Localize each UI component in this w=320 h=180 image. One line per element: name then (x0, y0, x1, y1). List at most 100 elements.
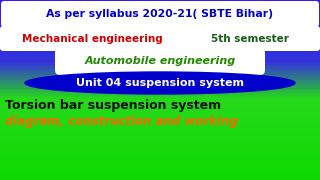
Bar (0, 105, 320, 107)
Bar (0, 57, 320, 59)
Bar (0, 116, 320, 118)
Bar (0, 80, 320, 82)
Text: Unit 04 suspension system: Unit 04 suspension system (76, 78, 244, 88)
Bar (0, 161, 320, 163)
Bar (0, 66, 320, 68)
Bar (0, 136, 320, 138)
Bar (0, 51, 320, 53)
Bar (0, 159, 320, 161)
Bar (0, 16, 320, 18)
Bar (0, 10, 320, 12)
Bar (0, 42, 320, 44)
Bar (0, 75, 320, 76)
Bar (0, 130, 320, 132)
Bar (0, 24, 320, 26)
FancyBboxPatch shape (55, 48, 265, 75)
Bar (0, 111, 320, 112)
Ellipse shape (25, 72, 295, 94)
Text: Automobile engineering: Automobile engineering (84, 57, 236, 66)
Bar (0, 150, 320, 152)
Bar (0, 114, 320, 116)
Bar (0, 120, 320, 122)
Bar (0, 166, 320, 168)
Bar (0, 53, 320, 55)
Bar (0, 84, 320, 86)
Bar (0, 121, 320, 123)
Bar (0, 98, 320, 100)
Bar (0, 91, 320, 93)
Bar (0, 64, 320, 66)
Bar (0, 37, 320, 39)
Bar (0, 145, 320, 147)
Bar (0, 124, 320, 126)
Bar (0, 132, 320, 134)
Bar (0, 71, 320, 73)
Bar (0, 89, 320, 91)
Bar (0, 169, 320, 171)
Bar (0, 31, 320, 33)
Bar (0, 34, 320, 36)
Bar (0, 70, 320, 72)
Bar (0, 76, 320, 78)
Bar (0, 125, 320, 127)
Bar (0, 141, 320, 143)
FancyBboxPatch shape (1, 1, 319, 27)
Bar (0, 112, 320, 114)
Bar (0, 19, 320, 21)
Bar (0, 85, 320, 87)
Bar (0, 100, 320, 102)
Bar (0, 8, 320, 10)
Bar (0, 102, 320, 104)
Bar (0, 6, 320, 8)
Bar (0, 46, 320, 48)
Bar (0, 165, 320, 166)
Bar (0, 143, 320, 145)
Bar (0, 178, 320, 180)
FancyBboxPatch shape (181, 26, 320, 51)
Bar (0, 52, 320, 54)
Bar (0, 4, 320, 6)
Bar (0, 0, 320, 1)
Bar (0, 97, 320, 99)
Bar (0, 35, 320, 37)
Bar (0, 94, 320, 96)
Bar (0, 79, 320, 81)
Bar (0, 26, 320, 28)
Bar (0, 109, 320, 111)
Bar (0, 106, 320, 108)
Bar (0, 174, 320, 175)
Bar (0, 118, 320, 120)
Bar (0, 123, 320, 125)
Bar (0, 12, 320, 13)
Bar (0, 133, 320, 135)
Bar (0, 138, 320, 140)
Bar (0, 170, 320, 172)
Bar (0, 87, 320, 89)
Bar (0, 115, 320, 117)
Bar (0, 39, 320, 40)
Bar (0, 96, 320, 98)
Bar (0, 151, 320, 153)
Bar (0, 49, 320, 51)
Bar (0, 15, 320, 17)
Bar (0, 152, 320, 154)
Bar (0, 78, 320, 80)
Bar (0, 58, 320, 60)
Bar (0, 61, 320, 63)
Bar (0, 168, 320, 170)
Bar (0, 148, 320, 150)
Bar (0, 21, 320, 22)
Bar (0, 7, 320, 9)
Bar (0, 103, 320, 105)
Bar (0, 177, 320, 179)
Bar (0, 1, 320, 3)
FancyBboxPatch shape (0, 26, 184, 51)
Bar (0, 156, 320, 158)
Text: diagram, construction and working: diagram, construction and working (5, 116, 238, 129)
Bar (0, 172, 320, 174)
Bar (0, 73, 320, 75)
Bar (0, 163, 320, 165)
Bar (0, 154, 320, 156)
Bar (0, 67, 320, 69)
Bar (0, 43, 320, 45)
